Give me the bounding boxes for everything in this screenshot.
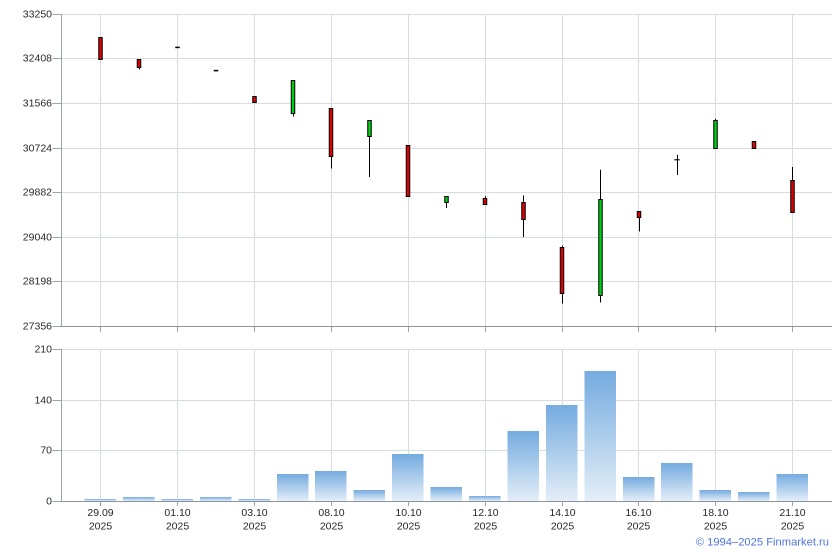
svg-text:27356: 27356 <box>23 320 52 332</box>
svg-text:21.10: 21.10 <box>779 507 805 519</box>
svg-text:140: 140 <box>34 394 52 406</box>
svg-text:2025: 2025 <box>397 520 421 532</box>
svg-text:29882: 29882 <box>23 186 52 198</box>
svg-text:03.10: 03.10 <box>241 507 267 519</box>
svg-text:31566: 31566 <box>23 97 52 109</box>
svg-text:32408: 32408 <box>23 52 52 64</box>
svg-text:18.10: 18.10 <box>702 507 728 519</box>
svg-text:70: 70 <box>40 444 52 456</box>
svg-text:2025: 2025 <box>551 520 575 532</box>
svg-text:2025: 2025 <box>166 520 190 532</box>
svg-text:2025: 2025 <box>627 520 651 532</box>
svg-text:33250: 33250 <box>23 8 52 20</box>
svg-text:2025: 2025 <box>243 520 267 532</box>
svg-text:2025: 2025 <box>474 520 498 532</box>
svg-text:© 1994–2025 Finmarket.ru: © 1994–2025 Finmarket.ru <box>696 537 829 549</box>
svg-text:12.10: 12.10 <box>472 507 498 519</box>
svg-text:14.10: 14.10 <box>549 507 575 519</box>
svg-text:2025: 2025 <box>781 520 805 532</box>
svg-text:29.09: 29.09 <box>87 507 113 519</box>
svg-text:29040: 29040 <box>23 231 52 243</box>
svg-text:2025: 2025 <box>320 520 344 532</box>
svg-text:01.10: 01.10 <box>164 507 190 519</box>
svg-text:2025: 2025 <box>704 520 728 532</box>
svg-text:28198: 28198 <box>23 275 52 287</box>
svg-text:2025: 2025 <box>89 520 113 532</box>
svg-text:30724: 30724 <box>23 142 52 154</box>
svg-text:08.10: 08.10 <box>318 507 344 519</box>
svg-text:210: 210 <box>34 343 52 355</box>
svg-text:0: 0 <box>46 495 52 507</box>
svg-text:10.10: 10.10 <box>395 507 421 519</box>
svg-text:16.10: 16.10 <box>625 507 651 519</box>
